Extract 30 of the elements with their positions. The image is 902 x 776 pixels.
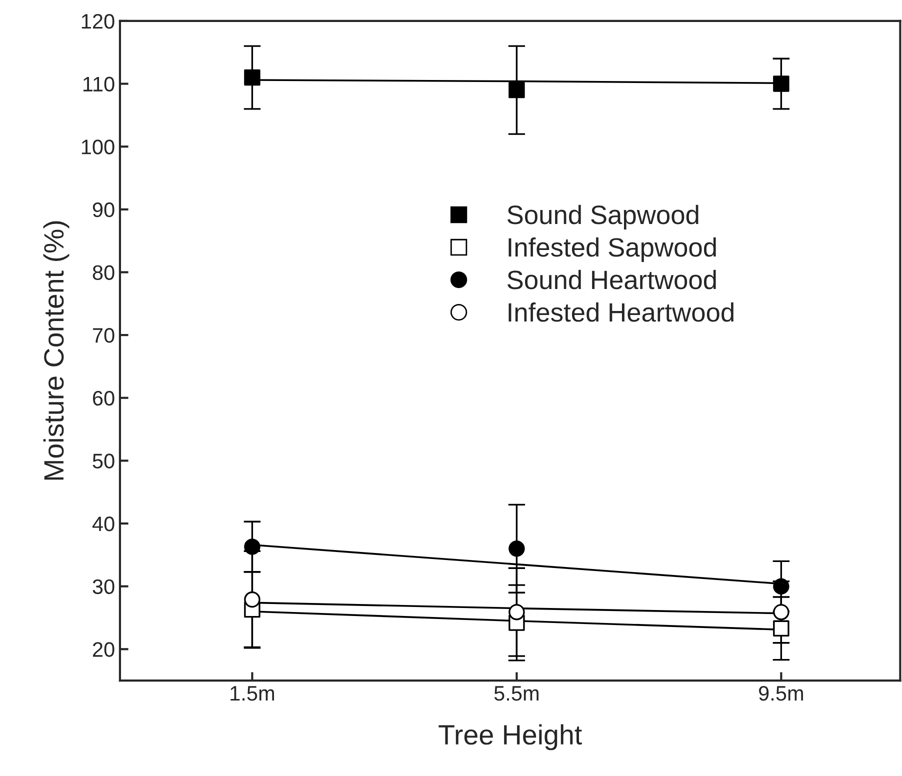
y-tick-label: 60 <box>92 390 114 406</box>
y-tick-label: 70 <box>93 328 114 343</box>
legend-label: Sound Heartwood <box>507 270 716 290</box>
x-axis-title: Tree Height <box>438 724 582 750</box>
point <box>773 620 790 637</box>
y-tick-label: 50 <box>92 454 114 468</box>
point <box>773 604 790 620</box>
y-tick-label: 80 <box>92 265 114 280</box>
point <box>508 604 525 620</box>
point <box>508 82 525 98</box>
legend-label: Infested Heartwood <box>508 302 734 322</box>
x-tick-label: 1.5m <box>230 686 274 701</box>
y-tick-label: 90 <box>92 202 114 218</box>
point <box>773 76 790 92</box>
x-tick-label: 9.5m <box>759 686 803 701</box>
y-tick-label: 120 <box>82 14 114 29</box>
y-axis-title: Moisture Content (%) <box>43 221 70 480</box>
point <box>508 540 525 557</box>
y-tick-label: 110 <box>83 76 114 92</box>
point <box>244 538 260 555</box>
legend-label: Sound Sapwood <box>507 204 698 230</box>
y-tick-label: 30 <box>92 579 114 594</box>
y-tick-label: 20 <box>92 642 114 657</box>
point <box>244 69 260 86</box>
point <box>244 591 260 608</box>
x-tick-label: 5.5m <box>494 686 538 701</box>
y-tick-label: 100 <box>82 140 114 154</box>
point <box>773 578 790 594</box>
y-tick-label: 40 <box>92 516 114 532</box>
legend-label: Infested Sapwood <box>508 237 716 262</box>
